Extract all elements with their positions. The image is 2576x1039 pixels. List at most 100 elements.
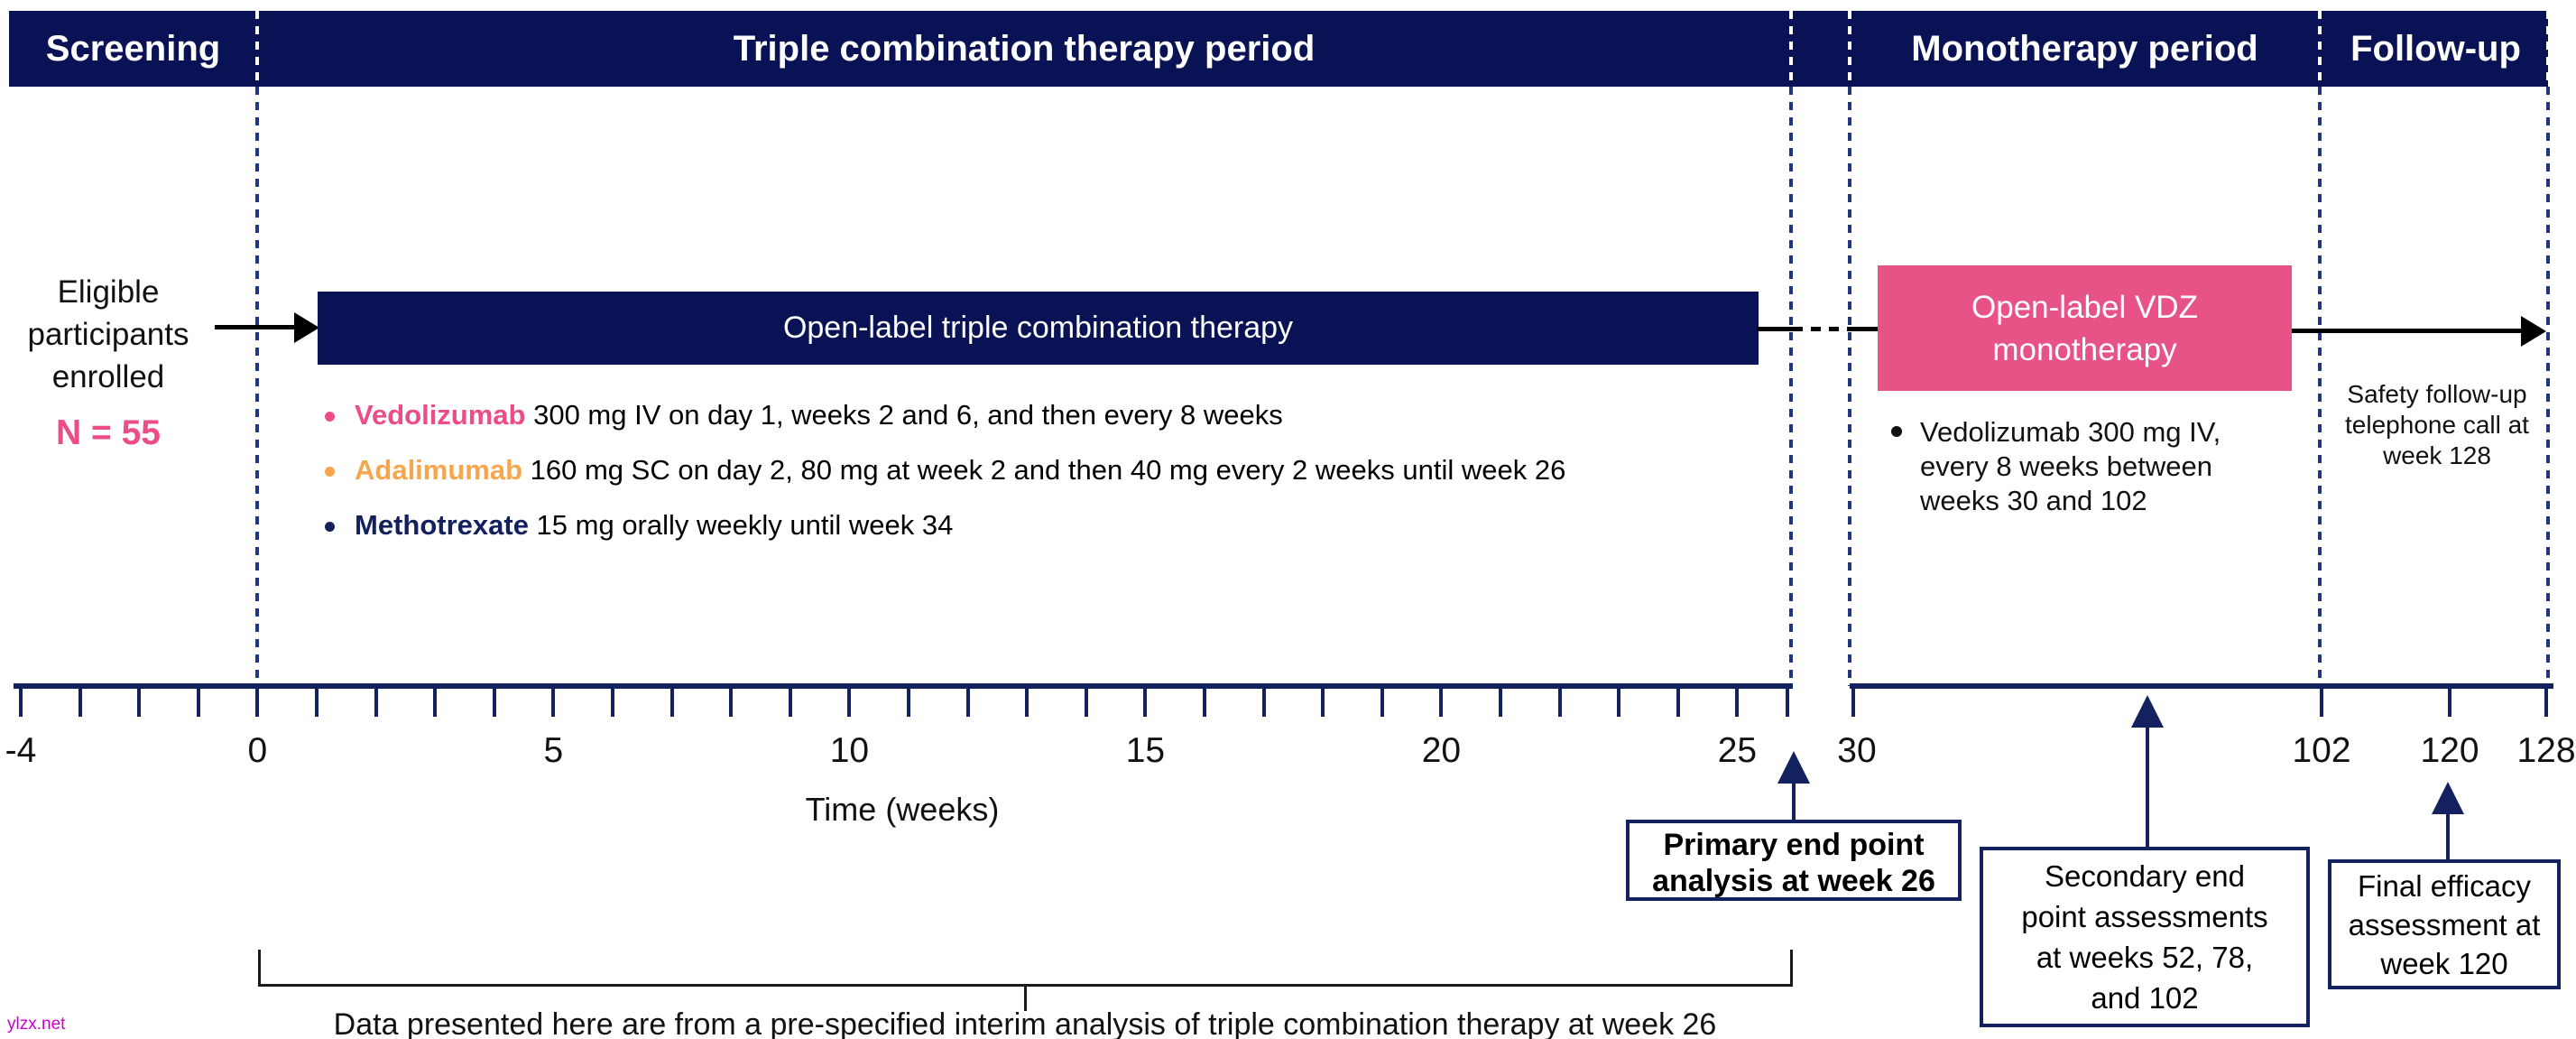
enrollment-arrowhead-icon	[294, 312, 319, 343]
drug-bullet-row: Vedolizumab 300 mg IV on day 1, weeks 2 …	[325, 399, 1787, 435]
drug-name: Methotrexate	[355, 509, 529, 541]
axis-tick	[255, 686, 260, 717]
bracket-left-end	[258, 950, 261, 987]
axis-tick	[433, 686, 438, 717]
header-monotherapy: Monotherapy period	[1911, 29, 2258, 69]
drug-dosing-text: 15 mg orally weekly until week 34	[528, 509, 954, 541]
axis-tick	[2448, 686, 2451, 717]
period-boundary-dotted-line	[255, 87, 259, 686]
axis-tick	[1851, 686, 1855, 717]
drug-dosing-text: 160 mg SC on day 2, 80 mg at week 2 and …	[522, 454, 1566, 486]
bullet-dot-icon	[325, 467, 335, 478]
monotherapy-bullet-dot	[1891, 426, 1902, 437]
connector-left	[1757, 327, 1793, 331]
axis-tick	[492, 686, 496, 717]
axis-tick	[19, 686, 23, 717]
axis-tick-label: -4	[5, 731, 37, 770]
axis-tick	[1439, 686, 1444, 717]
axis-tick	[374, 686, 378, 717]
axis-tick	[907, 686, 910, 717]
period-boundary-dotted-line	[1789, 87, 1793, 686]
axis-tick	[78, 686, 82, 717]
followup-arrow-line	[2292, 329, 2525, 333]
axis-tick	[551, 686, 556, 717]
period-boundary-dotted-line	[2318, 11, 2322, 87]
period-boundary-dotted-line	[1848, 11, 1851, 87]
header-band	[9, 11, 2548, 87]
monotherapy-bullet-text: Vedolizumab 300 mg IV, every 8 weeks betw…	[1920, 416, 2221, 516]
axis-tick-label: 15	[1125, 731, 1166, 770]
monotherapy-box: Open-label VDZ monotherapy	[1878, 265, 2292, 391]
triple-therapy-bar: Open-label triple combination therapy	[318, 292, 1759, 365]
drug-dosing-text: 300 mg IV on day 1, weeks 2 and 6, and t…	[525, 399, 1283, 431]
axis-tick	[1203, 686, 1206, 717]
axis-tick	[965, 686, 970, 717]
bracket-center-tick	[1024, 984, 1027, 1011]
axis-tick-label: 120	[2420, 731, 2479, 770]
enrollment-n: N = 55	[56, 413, 161, 452]
axis-tick	[847, 686, 852, 717]
axis-tick	[137, 686, 142, 717]
drug-bullet-row: Methotrexate 15 mg orally weekly until w…	[325, 509, 1787, 545]
axis-tick	[315, 686, 319, 717]
axis-tick	[729, 686, 734, 717]
axis-tick	[1735, 686, 1740, 717]
bullet-dot-icon	[325, 522, 335, 533]
axis-tick	[1380, 686, 1384, 717]
axis-tick-label: 25	[1717, 731, 1758, 770]
axis-tick	[1261, 686, 1266, 717]
header-screening: Screening	[45, 29, 221, 69]
axis-tick	[1084, 686, 1088, 717]
time-axis-right	[1850, 683, 2553, 689]
drug-name: Vedolizumab	[355, 399, 526, 431]
axis-tick	[2544, 686, 2548, 717]
period-boundary-dotted-line	[2546, 11, 2550, 87]
drug-bullet-row: Adalimumab 160 mg SC on day 2, 80 mg at …	[325, 454, 1787, 490]
axis-tick-label: 10	[829, 731, 870, 770]
drug-name: Adalimumab	[355, 454, 523, 486]
axis-tick	[611, 686, 614, 717]
safety-followup-note: Safety follow-up telephone call at week 12…	[2345, 380, 2529, 469]
axis-tick	[788, 686, 792, 717]
watermark: ylzx.net	[7, 1015, 66, 1034]
period-boundary-dotted-line	[2318, 87, 2322, 686]
bullet-dot-icon	[325, 412, 335, 422]
axis-tick	[669, 686, 674, 717]
header-followup: Follow-up	[2350, 29, 2521, 69]
axis-tick-label: 20	[1421, 731, 1462, 770]
axis-tick	[2320, 686, 2323, 717]
axis-tick	[1617, 686, 1621, 717]
bracket-right-end	[1790, 950, 1793, 987]
connector-dotted	[1793, 327, 1850, 331]
axis-tick-label: 30	[1837, 731, 1877, 770]
axis-tick-label: 102	[2292, 731, 2351, 770]
secondary-endpoint-box: Secondary end point assessments at weeks 5…	[1980, 847, 2310, 1027]
period-boundary-dotted-line	[1848, 87, 1851, 686]
period-boundary-dotted-line	[255, 11, 259, 87]
period-boundary-dotted-line	[2546, 87, 2550, 686]
axis-tick-label: 0	[247, 731, 268, 770]
period-boundary-dotted-line	[1789, 11, 1793, 87]
axis-tick	[1786, 686, 1789, 717]
secondary-endpoint-arrow-line	[2146, 722, 2149, 849]
axis-tick	[1025, 686, 1029, 717]
figure-caption: Data presented here are from a pre-speci…	[333, 1007, 1717, 1039]
axis-tick	[1557, 686, 1562, 717]
axis-tick	[1143, 686, 1148, 717]
final-efficacy-box: Final efficacy assessment at week 120	[2328, 859, 2561, 989]
axis-tick-label: 5	[543, 731, 564, 770]
time-axis-label: Time (weeks)	[805, 791, 1000, 828]
connector-right	[1850, 327, 1879, 331]
primary-endpoint-arrow-line	[1792, 778, 1796, 823]
axis-tick-label: 128	[2516, 731, 2576, 770]
enrollment-arrow-line	[215, 325, 298, 329]
time-axis-left	[14, 683, 1793, 689]
axis-tick	[1499, 686, 1502, 717]
axis-tick	[196, 686, 200, 717]
followup-arrowhead-icon	[2521, 316, 2546, 347]
final-efficacy-arrow-line	[2446, 809, 2450, 861]
axis-tick	[1321, 686, 1325, 717]
axis-tick	[1676, 686, 1680, 717]
enrollment-label: Eligible participants enrolled	[27, 274, 189, 394]
